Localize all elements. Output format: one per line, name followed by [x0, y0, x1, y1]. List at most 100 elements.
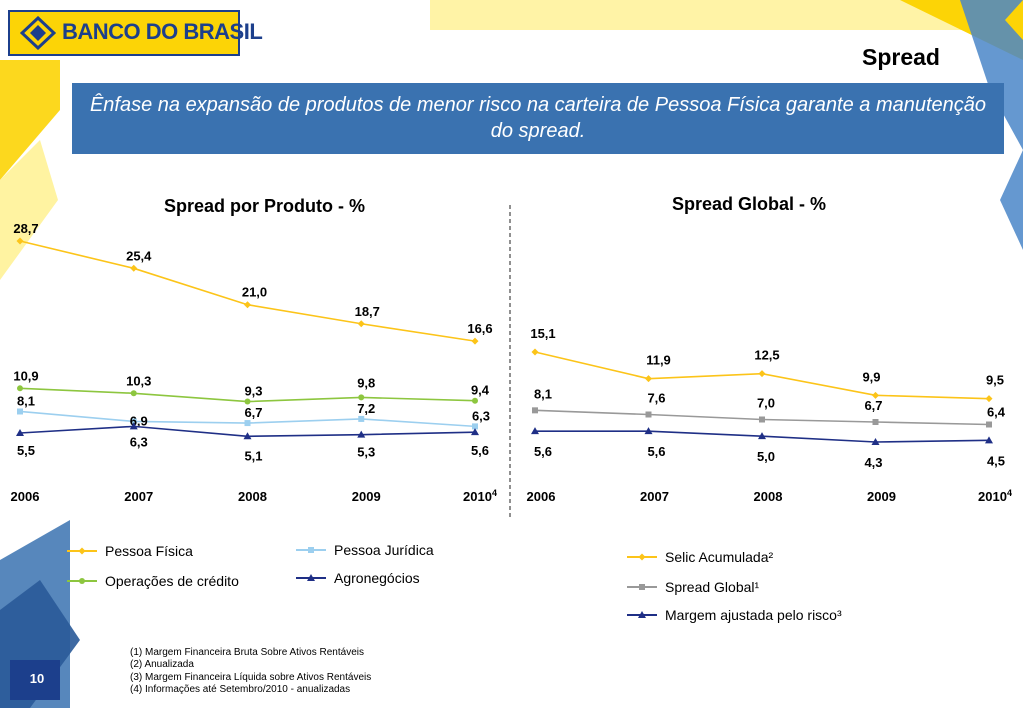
x-tick-label-2007: 2007 [124, 489, 153, 504]
legend-item-pessoa-juridica[interactable]: Pessoa Jurídica [296, 542, 434, 558]
x-tick-label-2009: 2009 [352, 489, 381, 504]
data-point-agronegocios-1 [129, 422, 138, 430]
data-point-operacoes-de-credito-0 [17, 385, 23, 392]
legend-marker-margem-ajustada-pelo-risco [638, 611, 646, 618]
legend-marker-operacoes-de-credito [79, 578, 85, 584]
brand-logo[interactable] [8, 10, 240, 56]
data-point-spread-global-3 [872, 419, 879, 425]
x-tick-label-2006: 2006 [11, 489, 40, 504]
legend-label-pessoa-fisica: Pessoa Física [105, 543, 193, 559]
data-label-agronegocios-1: 6,3 [130, 434, 148, 449]
data-label-agronegocios-0: 5,5 [17, 443, 35, 458]
legend-label-margem-ajustada-pelo-risco: Margem ajustada pelo risco³ [665, 607, 842, 623]
right-yellow-accent [1005, 0, 1023, 40]
data-label-margem-ajustada-pelo-risco-1: 5,6 [647, 444, 665, 459]
page-number: 10 [29, 671, 45, 686]
legend-marker-spread-global [639, 584, 645, 590]
data-label-spread-global-4: 6,4 [987, 405, 1006, 420]
data-label-selic-acumulada-3: 9,9 [862, 369, 880, 384]
legend-item-operacoes-de-credito[interactable]: Operações de crédito [67, 573, 239, 589]
data-point-pessoa-juridica-4 [472, 423, 478, 430]
x-tick-label-2006: 2006 [527, 489, 556, 504]
data-point-selic-acumulada-1 [645, 375, 652, 383]
banco-do-brasil-logo-icon [20, 16, 56, 50]
data-label-margem-ajustada-pelo-risco-2: 5,0 [757, 449, 775, 464]
series-margem-ajustada-pelo-risco [531, 427, 993, 445]
data-point-agronegocios-4 [471, 428, 479, 436]
data-point-pessoa-juridica-1 [130, 418, 137, 425]
series-operacoes-de-credito [17, 385, 478, 405]
data-point-spread-global-2 [759, 416, 765, 423]
right-blue-pattern [960, 0, 1023, 250]
legend-item-agronegocios[interactable]: Agronegócios [296, 570, 420, 586]
legend-item-pessoa-fisica[interactable]: Pessoa Física [67, 543, 193, 559]
legend-marker-agronegocios [307, 574, 315, 581]
series-spread-global [532, 407, 992, 428]
data-point-operacoes-de-credito-3 [358, 394, 365, 401]
x-tick-label-2009: 2009 [867, 489, 896, 504]
data-label-pessoa-fisica-0: 28,7 [13, 221, 38, 236]
data-point-pessoa-juridica-0 [17, 408, 23, 415]
legend-marker-pessoa-juridica [308, 547, 314, 553]
x-tick-label-2010: 20104 [463, 488, 497, 504]
data-label-operacoes-de-credito-1: 10,3 [126, 373, 151, 388]
x-tick-label-2010: 20104 [978, 488, 1012, 504]
data-point-margem-ajustada-pelo-risco-3 [871, 438, 880, 445]
page-title: Spread [862, 44, 940, 70]
data-label-spread-global-2: 7,0 [757, 396, 775, 411]
data-point-pessoa-fisica-0 [16, 237, 24, 245]
x-tick-label-2007: 2007 [640, 489, 669, 504]
footnote-1: (1) Margem Financeira Bruta Sobre Ativos… [130, 647, 364, 658]
data-label-margem-ajustada-pelo-risco-0: 5,6 [534, 444, 552, 459]
page-number-box [10, 660, 60, 700]
data-point-pessoa-fisica-1 [130, 264, 138, 272]
data-label-spread-global-0: 8,1 [534, 386, 552, 401]
data-point-selic-acumulada-0 [531, 348, 539, 356]
data-label-pessoa-fisica-2: 21,0 [242, 285, 267, 300]
data-label-spread-global-3: 6,7 [864, 398, 882, 413]
x-tick-label-2008: 2008 [754, 489, 783, 504]
chart-title-produto: Spread por Produto - % [164, 196, 366, 216]
data-point-spread-global-0 [532, 407, 538, 414]
legend-marker-selic-acumulada [638, 553, 646, 561]
brand-name: BANCO DO BRASIL [62, 19, 263, 44]
left-yellow-pattern [0, 60, 60, 180]
legend-item-margem-ajustada-pelo-risco[interactable]: Margem ajustada pelo risco³ [627, 607, 842, 623]
series-pessoa-juridica [17, 408, 478, 430]
legend-item-spread-global[interactable]: Spread Global¹ [627, 579, 760, 595]
data-label-pessoa-fisica-4: 16,6 [467, 321, 492, 336]
series-pessoa-fisica [16, 237, 479, 345]
legend-label-pessoa-juridica: Pessoa Jurídica [334, 542, 434, 558]
data-label-pessoa-juridica-2: 6,7 [244, 405, 262, 420]
data-label-pessoa-juridica-4: 6,3 [472, 408, 490, 423]
data-label-selic-acumulada-0: 15,1 [530, 326, 555, 341]
footnote-4: (4) Informações até Setembro/2010 - anua… [130, 684, 351, 695]
data-point-spread-global-1 [645, 411, 652, 418]
legend-marker-pessoa-fisica [78, 547, 86, 555]
data-label-operacoes-de-credito-0: 10,9 [13, 368, 38, 383]
legend-label-spread-global: Spread Global¹ [665, 579, 760, 595]
top-yellow-band [430, 0, 985, 30]
legend-label-selic-acumulada: Selic Acumulada² [665, 549, 774, 565]
left-light-pattern [0, 140, 58, 280]
data-point-agronegocios-0 [16, 429, 24, 436]
data-label-agronegocios-2: 5,1 [244, 448, 262, 463]
data-label-spread-global-1: 7,6 [647, 391, 665, 406]
data-label-operacoes-de-credito-4: 9,4 [471, 383, 490, 398]
data-point-pessoa-fisica-4 [471, 337, 479, 345]
data-point-pessoa-juridica-2 [244, 420, 251, 427]
data-label-operacoes-de-credito-3: 9,8 [357, 375, 375, 390]
headline-banner: Ênfase na expansão de produtos de menor … [72, 83, 1004, 154]
footnote-2: (2) Anualizada [130, 659, 194, 670]
data-point-agronegocios-2 [243, 432, 252, 440]
chart-title-global: Spread Global - % [672, 194, 827, 214]
data-label-margem-ajustada-pelo-risco-3: 4,3 [864, 455, 882, 470]
legend-item-selic-acumulada[interactable]: Selic Acumulada² [627, 549, 774, 565]
data-point-margem-ajustada-pelo-risco-1 [644, 427, 653, 435]
legend-label-operacoes-de-credito: Operações de crédito [105, 573, 239, 589]
data-point-agronegocios-3 [357, 430, 366, 438]
data-label-pessoa-juridica-3: 7,2 [357, 401, 375, 416]
data-point-selic-acumulada-2 [758, 370, 766, 378]
